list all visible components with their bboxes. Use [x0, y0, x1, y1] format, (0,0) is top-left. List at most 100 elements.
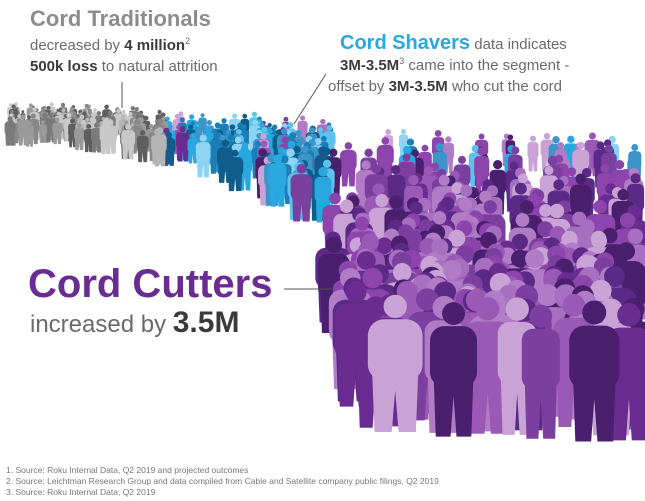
footnote-ref: 2	[185, 36, 191, 46]
head	[86, 124, 92, 129]
head	[40, 120, 45, 125]
head	[48, 112, 54, 118]
head	[440, 196, 455, 211]
head	[510, 249, 529, 268]
torso	[4, 121, 16, 135]
head	[423, 165, 434, 176]
head	[600, 164, 609, 173]
head	[251, 129, 258, 135]
legs	[39, 133, 47, 143]
legs	[100, 139, 111, 154]
head	[190, 121, 195, 126]
head	[272, 154, 282, 164]
head	[132, 113, 137, 118]
person	[226, 149, 244, 192]
legs	[137, 148, 148, 163]
traditionals-title: Cord Traditionals	[30, 6, 211, 31]
head	[77, 118, 83, 124]
head	[525, 249, 545, 269]
head	[226, 129, 232, 135]
person	[136, 129, 149, 163]
head	[536, 284, 559, 307]
head	[84, 103, 89, 109]
head	[477, 147, 486, 156]
person	[99, 119, 112, 154]
head	[205, 126, 212, 133]
head	[134, 106, 139, 112]
torso	[195, 142, 211, 162]
amount: 4 million	[124, 37, 186, 54]
person	[74, 123, 85, 151]
shavers-line: offset by 3M-3.5M who cut the cord	[328, 78, 562, 95]
head	[364, 148, 373, 158]
head	[320, 118, 326, 125]
head	[438, 174, 450, 186]
head	[557, 142, 565, 149]
amount: 3M-3.5M	[340, 57, 400, 74]
head	[431, 238, 449, 256]
person	[176, 126, 190, 162]
head	[122, 109, 126, 114]
amount: 3M-3.5M	[388, 78, 448, 95]
head	[318, 167, 328, 177]
text: decreased by	[30, 37, 125, 54]
torso	[91, 128, 103, 142]
head	[139, 129, 146, 136]
head	[79, 114, 85, 120]
shavers-title: Cord Shavers	[340, 32, 471, 54]
legs	[524, 382, 557, 439]
torso	[385, 175, 406, 201]
head	[371, 163, 382, 174]
legs	[91, 139, 102, 153]
legs	[154, 149, 166, 167]
head	[620, 169, 631, 180]
head	[457, 155, 466, 164]
head	[130, 106, 135, 111]
head	[493, 160, 503, 170]
head	[194, 120, 199, 126]
head	[519, 200, 534, 215]
person	[187, 133, 199, 164]
head	[588, 132, 596, 140]
head	[505, 297, 529, 321]
head	[280, 128, 288, 135]
person	[290, 163, 313, 222]
head	[325, 236, 343, 254]
head	[549, 203, 565, 219]
text: came into the segment -	[404, 57, 570, 74]
footnote: 2. Source: Leichtman Research Group and …	[6, 476, 439, 486]
head	[69, 106, 74, 111]
head	[189, 114, 195, 120]
head	[509, 161, 519, 171]
head	[242, 113, 248, 119]
head	[375, 237, 393, 255]
head	[96, 111, 102, 116]
head	[56, 108, 60, 112]
head	[339, 199, 354, 213]
head	[529, 135, 537, 142]
traditionals-line: 500k loss to natural attrition	[30, 58, 218, 75]
legs	[177, 146, 189, 162]
head	[231, 149, 239, 157]
head	[631, 144, 639, 151]
head	[60, 102, 66, 108]
head	[314, 137, 322, 146]
person	[521, 304, 560, 439]
amount: 500k loss	[30, 58, 98, 75]
head	[419, 238, 437, 255]
head	[56, 111, 61, 116]
head	[421, 144, 429, 152]
head	[381, 137, 390, 145]
legs	[228, 173, 242, 192]
footnote: 1. Source: Roku Internal Data, Q2 2019 a…	[6, 465, 249, 475]
head	[376, 156, 385, 165]
legs	[341, 167, 356, 187]
shavers-line: 3M-3.5M3 came into the segment -	[340, 56, 569, 74]
head	[604, 266, 625, 287]
torso	[121, 130, 136, 147]
torso	[572, 149, 590, 169]
person	[52, 117, 63, 145]
head	[280, 155, 289, 164]
head	[435, 143, 444, 152]
head	[206, 119, 212, 126]
